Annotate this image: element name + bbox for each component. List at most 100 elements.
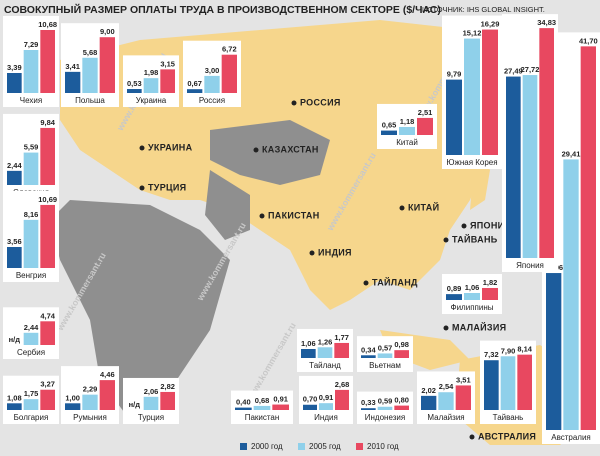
chart-title: Индонезия: [365, 413, 405, 422]
value-label: 27,72: [521, 65, 540, 74]
value-label: 3,56: [7, 237, 22, 246]
mini-chart: 3,39 7,29 10,68 Чехия: [3, 15, 59, 108]
chart-title: Чехия: [20, 96, 42, 105]
chart-title: Индия: [314, 413, 338, 422]
bar: [23, 399, 39, 410]
mini-chart: 7,32 7,90 8,14 Тайвань: [480, 340, 536, 424]
bar: [253, 405, 271, 410]
value-label: 0,34: [361, 345, 376, 354]
value-label: 3,39: [7, 63, 22, 72]
bar: [40, 389, 55, 410]
bar: [40, 29, 55, 94]
bar: [235, 407, 252, 410]
bar: [446, 294, 462, 300]
bar: [23, 49, 39, 93]
value-label: 0,91: [273, 395, 288, 404]
value-label: н/д: [129, 400, 141, 409]
bar: [40, 204, 55, 268]
value-label: 8,14: [517, 345, 532, 354]
value-label: 2,82: [160, 382, 175, 391]
legend: 2000 год 2005 год 2010 год: [240, 442, 399, 451]
bar: [160, 69, 175, 93]
map-dot: [309, 250, 315, 256]
value-label: 1,06: [465, 283, 480, 292]
middle-east: [205, 170, 250, 240]
map-label: КАЗАХСТАН: [262, 144, 319, 154]
legend-swatch: [298, 443, 305, 450]
mini-chart: 0,33 0,59 0,80 Индонезия: [357, 391, 413, 424]
bar: [40, 127, 55, 185]
value-label: 2,29: [83, 385, 98, 394]
kazakhstan: [210, 120, 330, 185]
chart-title: Россия: [199, 96, 225, 105]
mini-chart: н/д2,062,82 Турция: [123, 377, 179, 424]
value-label: 10,68: [38, 20, 57, 29]
value-label: 5,59: [24, 143, 39, 152]
map-dot: [253, 147, 259, 153]
source: ИСТОЧНИК: IHS GLOBAL INSIGHT.: [422, 5, 545, 14]
value-label: 1,82: [483, 278, 498, 287]
value-label: 7,29: [24, 40, 39, 49]
bar: [204, 75, 220, 93]
mini-chart: 0,673,00 6,72 Россия: [183, 40, 241, 107]
map-label: ТУРЦИЯ: [148, 182, 186, 192]
mini-chart: 1,08 1,753,27 Болгария: [3, 375, 59, 424]
bar: [65, 71, 81, 93]
value-label: 1,06: [301, 339, 316, 348]
value-label: 34,83: [537, 18, 556, 27]
bar: [522, 75, 538, 258]
value-label: 29,41: [562, 149, 581, 158]
value-label: 1,08: [7, 393, 22, 402]
bar: [160, 391, 175, 410]
bar: [506, 76, 521, 258]
value-label: 0,67: [187, 79, 202, 88]
africa: [50, 200, 230, 420]
bar: [361, 355, 376, 358]
map-label: КИТАЙ: [408, 201, 439, 212]
bar: [446, 79, 462, 155]
bar: [394, 405, 409, 410]
bar: [82, 57, 98, 93]
value-label: 16,29: [481, 20, 500, 29]
map-label: ТАЙВАНЬ: [452, 233, 498, 244]
bar: [335, 389, 349, 410]
bar: [301, 348, 316, 358]
map-dot: [139, 145, 145, 151]
bar: [361, 408, 376, 410]
legend-label: 2005 год: [309, 442, 341, 451]
bar: [23, 332, 39, 345]
bar: [143, 396, 159, 410]
chart-title: Болгария: [14, 413, 49, 422]
value-label: 10,69: [38, 195, 57, 204]
title: СОВОКУПНЫЙ РАЗМЕР ОПЛАТЫ ТРУДА В ПРОИЗВО…: [4, 3, 441, 16]
value-label: 2,06: [144, 387, 159, 396]
bar: [221, 54, 237, 93]
bar: [82, 394, 98, 410]
bar: [563, 159, 579, 431]
charts: 3,39 7,29 10,68 Чехия 3,415,68 9,00 Польша 0,53…: [3, 14, 600, 445]
value-label: 3,00: [205, 66, 220, 75]
value-label: 4,46: [100, 370, 115, 379]
value-label: 3,41: [65, 62, 80, 71]
map-dot: [291, 100, 297, 106]
chart-title: Венгрия: [16, 271, 46, 280]
bar: [580, 46, 596, 431]
value-label: н/д: [9, 335, 21, 344]
map-label: ЯПОНИЯ: [470, 220, 511, 230]
bar: [377, 353, 393, 358]
chart-title: Малайзия: [427, 413, 464, 422]
value-label: 41,70: [579, 36, 598, 45]
value-label: 8,16: [24, 210, 39, 219]
value-label: 3,51: [456, 375, 471, 384]
chart-title: Турция: [138, 413, 164, 422]
mini-chart: 0,34 0,57 0,98 Вьетнам: [357, 336, 413, 372]
map-label: УКРАИНА: [148, 142, 193, 152]
mini-chart: 1,002,294,46 Румыния: [61, 366, 119, 424]
value-label: 0,98: [394, 340, 409, 349]
chart-title: Южная Корея: [446, 158, 497, 167]
map-dot: [469, 434, 475, 440]
mini-chart: 0,65 1,182,51 Китай: [377, 103, 437, 149]
